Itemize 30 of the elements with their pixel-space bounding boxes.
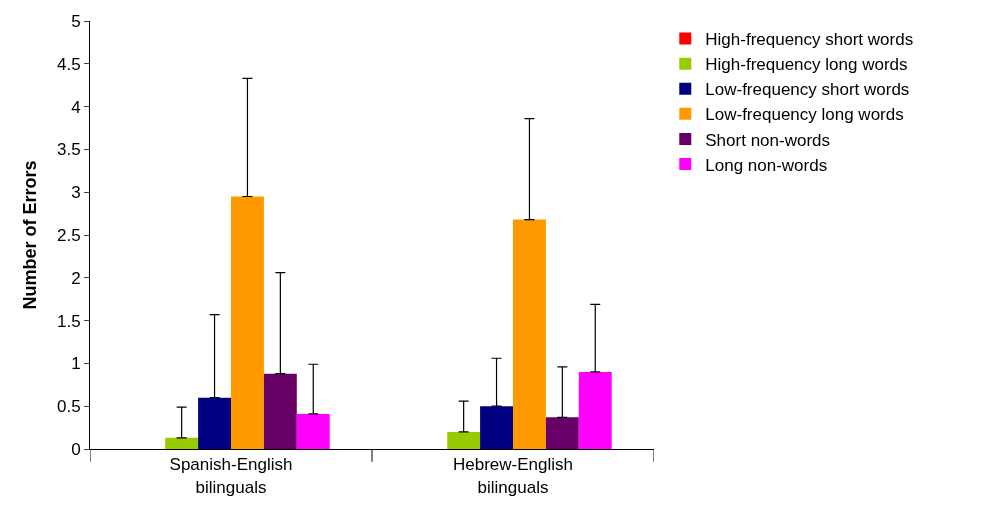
bar [545,417,579,449]
y-tick-label: 4 [71,97,81,117]
y-tick-label: 5 [71,11,81,31]
y-tick-label: 3 [71,183,81,203]
legend-label: Low-frequency short words [705,80,910,100]
bar [165,437,199,449]
y-axis-title: Number of Errors [20,160,41,310]
y-tick-label: 1.5 [56,311,81,331]
x-tick-label: Hebrew-English bilinguals [453,455,573,497]
bar [513,219,546,449]
y-tick-label: 2 [71,268,81,288]
bar [578,371,612,449]
y-tick-label: 1 [71,354,81,374]
bar [198,397,231,449]
y-tick-label: 3.5 [56,140,81,160]
y-tick-label: 2.5 [56,225,81,245]
bar [480,406,513,449]
bar [263,373,297,449]
y-tick-label: 0.5 [56,397,81,417]
legend-label: Long non-words [705,155,828,175]
bar [231,196,264,449]
legend-label: High-frequency long words [705,55,908,75]
legend-label: Short non-words [705,130,831,150]
bar [447,431,481,449]
legend-label: Low-frequency long words [705,105,904,125]
x-tick-label: Spanish-English bilinguals [169,455,293,497]
y-tick-label: 4.5 [56,54,81,74]
bar [296,413,330,449]
legend-label: High-frequency short words [705,30,914,50]
y-tick-label: 0 [71,439,81,459]
